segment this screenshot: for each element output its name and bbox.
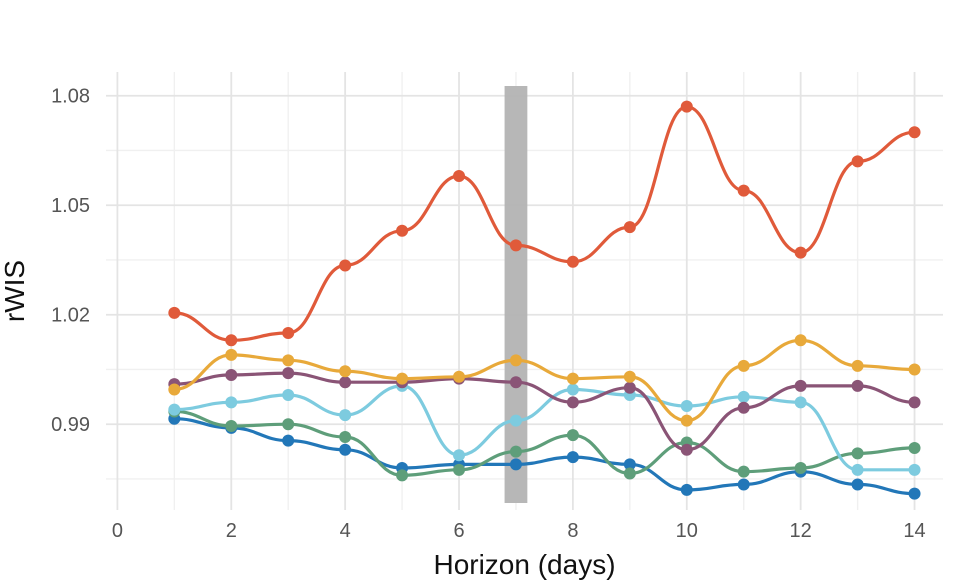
series-point — [339, 365, 352, 378]
x-tick-label: 2 — [226, 520, 237, 542]
series-point — [339, 409, 352, 422]
series-point — [225, 396, 238, 409]
series-point — [566, 372, 579, 385]
series-point — [737, 478, 750, 491]
y-tick-label: 1.05 — [51, 195, 90, 217]
series-point — [851, 155, 864, 168]
series-point — [339, 443, 352, 456]
series-line-6 — [172, 417, 917, 496]
series-point — [623, 370, 636, 383]
series-point — [737, 390, 750, 403]
series-point — [737, 465, 750, 478]
series-point — [339, 259, 352, 272]
series-point — [225, 334, 238, 347]
series-point — [509, 354, 522, 367]
x-axis-title: Horizon (days) — [433, 549, 615, 580]
series-point — [453, 170, 466, 183]
series-point — [794, 379, 807, 392]
series-point — [509, 458, 522, 471]
series-point — [680, 483, 693, 496]
x-tick-label: 4 — [340, 520, 351, 542]
series-point — [225, 420, 238, 433]
series-point — [566, 451, 579, 464]
series-point — [794, 462, 807, 475]
y-axis-ticks: 0.99 1.02 1.05 1.08 — [51, 86, 90, 437]
series-point — [566, 396, 579, 409]
y-tick-label: 0.99 — [51, 414, 90, 436]
x-tick-label: 10 — [676, 520, 698, 542]
series-point — [225, 348, 238, 361]
series-point — [282, 367, 295, 380]
series-point — [794, 334, 807, 347]
series-point — [566, 429, 579, 442]
series-point — [680, 414, 693, 427]
series-point — [851, 447, 864, 460]
series-point — [623, 221, 636, 234]
series-point — [908, 487, 921, 500]
series-point — [737, 401, 750, 414]
series-point — [908, 363, 921, 376]
series-point — [908, 126, 921, 139]
series-line-1 — [172, 105, 917, 342]
series-point — [509, 239, 522, 252]
series-point — [680, 100, 693, 113]
series-point — [282, 434, 295, 447]
series-point — [282, 326, 295, 339]
series-point — [851, 478, 864, 491]
series-point — [282, 418, 295, 431]
series-point — [908, 463, 921, 476]
series-point — [680, 399, 693, 412]
x-tick-label: 12 — [790, 520, 812, 542]
x-tick-label: 14 — [903, 520, 925, 542]
series-point — [282, 389, 295, 402]
series-point — [453, 463, 466, 476]
series-point — [737, 184, 750, 197]
series-points — [168, 100, 921, 500]
series-point — [282, 354, 295, 367]
series-point — [680, 443, 693, 456]
series-line-5 — [172, 409, 917, 477]
series-point — [168, 383, 181, 396]
series-point — [851, 379, 864, 392]
series-point — [908, 441, 921, 454]
highlight-band-layer — [504, 86, 528, 503]
series-point — [509, 414, 522, 427]
series-line-2 — [172, 338, 917, 423]
y-axis-title: rWIS — [0, 260, 30, 322]
series-point — [851, 359, 864, 372]
y-tick-label: 1.08 — [51, 86, 90, 108]
series-point — [339, 431, 352, 443]
series-point — [737, 359, 750, 372]
series-point — [623, 467, 636, 480]
series-point — [908, 396, 921, 409]
series-point — [396, 224, 409, 237]
series-point — [168, 403, 181, 416]
series-point — [225, 368, 238, 381]
series-point — [851, 463, 864, 476]
series-point — [794, 246, 807, 259]
series-point — [623, 381, 636, 394]
series-point — [453, 370, 466, 383]
x-tick-label: 8 — [567, 520, 578, 542]
y-tick-label: 1.02 — [51, 305, 90, 327]
series-point — [623, 458, 636, 471]
series-point — [339, 376, 352, 389]
series-point — [509, 445, 522, 458]
highlight-band — [504, 86, 528, 503]
x-axis-ticks: 0 2 4 6 8 10 12 14 — [112, 520, 926, 542]
x-tick-label: 6 — [453, 520, 464, 542]
series-point — [566, 383, 579, 396]
series-point — [396, 469, 409, 482]
series-point — [509, 376, 522, 389]
series-point — [794, 396, 807, 409]
series-point — [566, 255, 579, 268]
series-point — [453, 449, 466, 462]
series-point — [396, 372, 409, 385]
x-tick-label: 0 — [112, 520, 123, 542]
series-point — [168, 306, 181, 319]
